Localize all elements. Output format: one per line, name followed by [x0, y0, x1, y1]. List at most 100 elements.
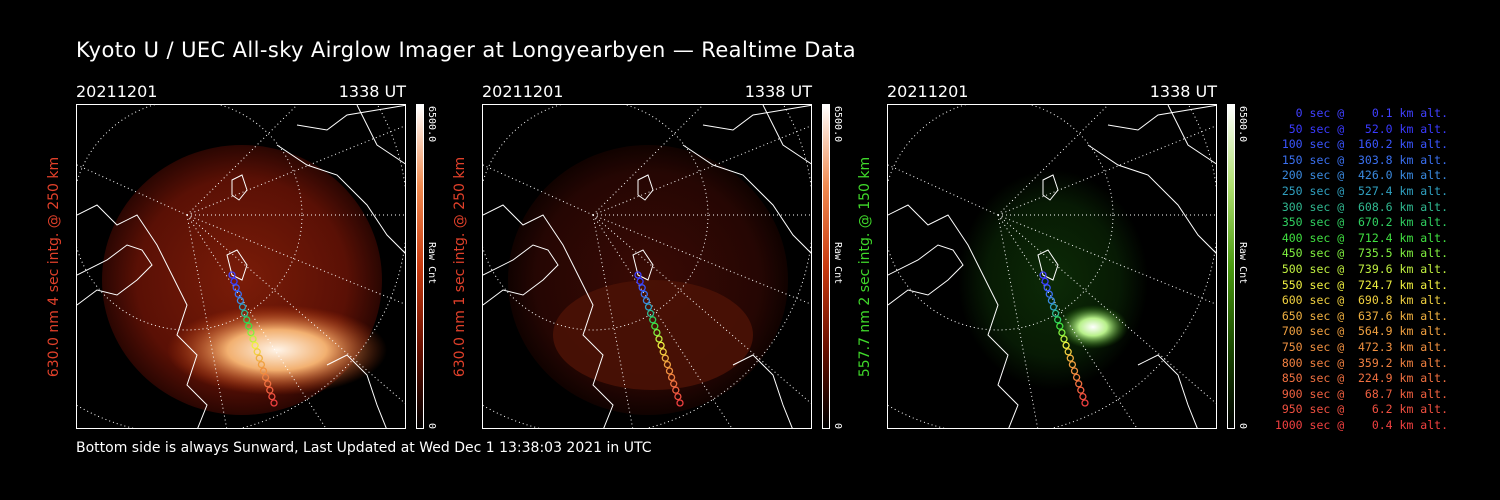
- trajectory-point: [230, 277, 238, 286]
- meridian-line: [186, 214, 405, 404]
- latitude-circle: [77, 105, 303, 331]
- trajectory-point: [649, 316, 657, 324]
- legend-entry: 650 sec @ 637.6 km alt.: [1274, 308, 1448, 323]
- page-title: Kyoto U / UEC All-sky Airglow Imager at …: [76, 38, 857, 62]
- trajectory-point: [228, 271, 236, 279]
- trajectory-point: [670, 380, 678, 388]
- colorbar-max: 6500.0: [832, 106, 843, 143]
- colorbar: [1227, 104, 1235, 429]
- panel-time: 1338 UT: [1149, 82, 1217, 101]
- trajectory-point: [659, 348, 667, 356]
- legend-entry: 900 sec @ 68.7 km alt.: [1274, 386, 1448, 401]
- trajectory-point: [1039, 271, 1047, 279]
- meridian-line: [186, 214, 228, 428]
- colorbar-max: 6500.0: [1237, 106, 1248, 143]
- coastline: [1137, 354, 1198, 428]
- trajectory-point: [1054, 316, 1062, 324]
- trajectory-point: [638, 284, 646, 292]
- allsky-image: [887, 104, 1217, 429]
- colorbar: [822, 104, 830, 429]
- legend-entry: 800 sec @ 359.2 km alt.: [1274, 355, 1448, 370]
- trajectory-point: [657, 341, 665, 350]
- legend-entry: 1000 sec @ 0.4 km alt.: [1274, 417, 1448, 432]
- trajectory-point: [1051, 309, 1060, 318]
- trajectory-point: [261, 373, 270, 382]
- colorbar-unit: Raw Cnt: [1237, 242, 1248, 285]
- trajectory-point: [1079, 392, 1087, 401]
- trajectory-point: [1041, 277, 1049, 286]
- legend-entry: 250 sec @ 527.4 km alt.: [1274, 183, 1448, 198]
- coastline: [483, 244, 559, 306]
- colorbar-min: 0: [832, 422, 843, 429]
- panel-time: 1338 UT: [338, 82, 406, 101]
- panel-ylabel: 630.0 nm 1 sec intg. @ 250 km: [452, 156, 468, 377]
- trajectory-point: [1047, 296, 1056, 305]
- trajectory-point: [642, 296, 651, 305]
- meridian-line: [483, 164, 594, 216]
- panel-2: 20211201 1338 UT 630.0 nm 1 sec intg. @ …: [452, 82, 843, 432]
- colorbar: [416, 104, 424, 429]
- trajectory-point: [238, 303, 247, 311]
- trajectory-point: [270, 399, 278, 407]
- trajectory-point: [646, 309, 655, 318]
- meridian-line: [77, 164, 188, 216]
- trajectory-point: [243, 316, 251, 324]
- legend-entry: 300 sec @ 608.6 km alt.: [1274, 199, 1448, 214]
- trajectory-legend: 0 sec @ 0.1 km alt. 50 sec @ 52.0 km alt…: [1258, 106, 1448, 433]
- coastline: [702, 105, 811, 131]
- aurora-emission: [1058, 305, 1128, 349]
- trajectory-point: [672, 386, 680, 394]
- legend-entry: 400 sec @ 712.4 km alt.: [1274, 230, 1448, 245]
- legend-entry: 50 sec @ 52.0 km alt.: [1274, 121, 1448, 136]
- trajectory-point: [1043, 284, 1051, 292]
- trajectory-point: [1062, 341, 1070, 350]
- trajectory-point: [245, 322, 253, 330]
- legend-entry: 600 sec @ 690.8 km alt.: [1274, 293, 1448, 308]
- panel-1: 20211201 1338 UT 630.0 nm 4 sec intg. @ …: [46, 82, 437, 432]
- trajectory-point: [1064, 348, 1072, 356]
- trajectory-point: [651, 322, 659, 330]
- trajectory-point: [674, 392, 682, 401]
- trajectory-point: [249, 335, 257, 343]
- panel-ylabel: 557.7 nm 2 sec intg. @ 150 km: [857, 156, 873, 377]
- latitude-circle: [483, 105, 709, 331]
- coastline: [231, 174, 248, 201]
- meridian-line: [186, 214, 327, 428]
- aurora-emission: [553, 280, 753, 390]
- latitude-circle: [888, 105, 1114, 331]
- allsky-image: [76, 104, 406, 429]
- colorbar-min: 0: [1237, 422, 1248, 429]
- trajectory-point: [655, 335, 663, 343]
- colorbar-min: 0: [426, 422, 437, 429]
- legend-entry: 550 sec @ 724.7 km alt.: [1274, 277, 1448, 292]
- legend-entry: 750 sec @ 472.3 km alt.: [1274, 339, 1448, 354]
- trajectory-point: [653, 328, 661, 337]
- trajectory-point: [640, 290, 648, 298]
- coastline: [356, 105, 405, 165]
- panel-date: 20211201: [887, 82, 969, 101]
- trajectory-point: [665, 367, 674, 375]
- trajectory-point: [253, 348, 261, 356]
- aurora-emission: [167, 305, 387, 395]
- coastline: [326, 354, 387, 428]
- meridian-line: [592, 214, 733, 428]
- trajectory-point: [266, 386, 274, 394]
- trajectory-point: [255, 354, 263, 362]
- coastline: [637, 174, 654, 201]
- trajectory-point: [1056, 322, 1064, 330]
- panel-3: 20211201 1338 UT 557.7 nm 2 sec intg. @ …: [857, 82, 1248, 432]
- coastline: [888, 204, 1019, 428]
- trajectory-point: [1045, 290, 1053, 298]
- legend-entry: 500 sec @ 739.6 km alt.: [1274, 261, 1448, 276]
- trajectory-point: [1070, 367, 1079, 375]
- trajectory-point: [636, 277, 644, 286]
- trajectory-point: [268, 392, 276, 401]
- trajectory-point: [1066, 354, 1074, 362]
- trajectory-point: [644, 303, 653, 311]
- coastline: [77, 244, 153, 306]
- legend-entry: 200 sec @ 426.0 km alt.: [1274, 168, 1448, 183]
- trajectory-point: [240, 309, 249, 318]
- colorbar-max: 6500.0: [426, 106, 437, 143]
- trajectory-point: [1077, 386, 1085, 394]
- trajectory-point: [667, 373, 676, 382]
